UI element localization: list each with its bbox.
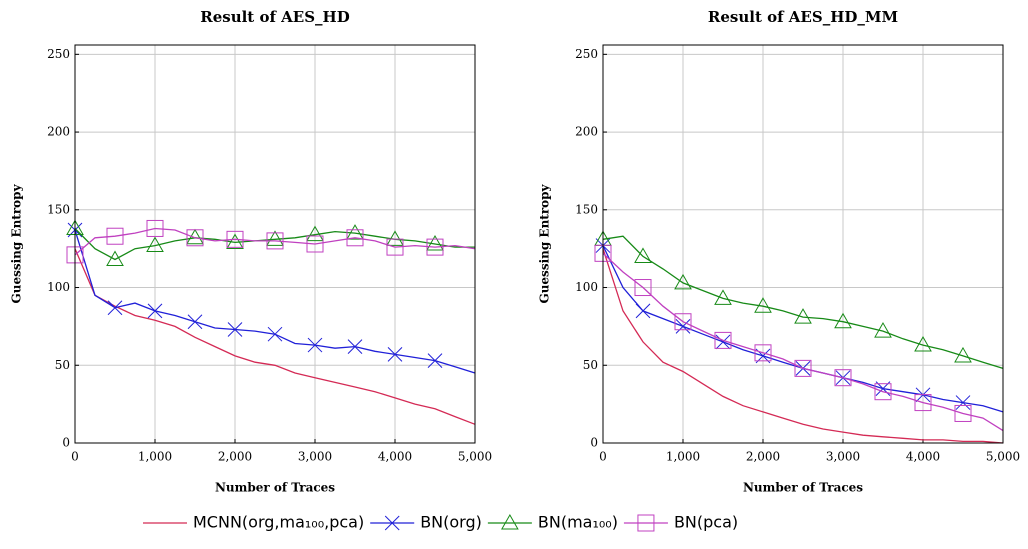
x-tick-label: 2,000 bbox=[218, 450, 252, 464]
marker-triangle bbox=[634, 247, 652, 263]
marker-x bbox=[307, 337, 323, 353]
marker-triangle bbox=[106, 250, 124, 267]
marker-x bbox=[427, 353, 443, 368]
series-line bbox=[74, 248, 476, 425]
marker-x bbox=[347, 339, 363, 354]
marker-square bbox=[226, 230, 244, 248]
y-tick-label: 100 bbox=[47, 280, 70, 294]
series-line bbox=[602, 248, 1004, 444]
series-line bbox=[74, 228, 475, 261]
marker-square bbox=[874, 383, 892, 401]
x-tick-label: 1,000 bbox=[138, 450, 172, 464]
series-line bbox=[74, 227, 476, 256]
marker-square bbox=[186, 229, 204, 247]
marker-square bbox=[674, 313, 692, 331]
y-tick-label: 200 bbox=[47, 125, 70, 139]
series-line bbox=[602, 245, 1004, 413]
x-tick-label: 5,000 bbox=[986, 450, 1020, 464]
marker-square bbox=[794, 359, 812, 377]
chart-title: Result of AES_HD bbox=[200, 8, 349, 26]
marker-square bbox=[834, 369, 852, 387]
legend-marker bbox=[501, 513, 519, 530]
legend-label: BN(org) bbox=[420, 513, 482, 532]
marker-x bbox=[107, 300, 123, 316]
legend-label: BN(pca) bbox=[674, 513, 738, 532]
marker-square bbox=[146, 219, 164, 237]
marker-square bbox=[954, 404, 972, 422]
y-tick-label: 100 bbox=[575, 280, 598, 294]
marker-triangle bbox=[426, 234, 444, 251]
marker-x bbox=[187, 314, 203, 330]
marker-triangle bbox=[874, 322, 892, 338]
y-tick-label: 150 bbox=[575, 202, 598, 216]
marker-triangle bbox=[186, 228, 204, 245]
series-line bbox=[602, 252, 1004, 432]
marker-x bbox=[147, 303, 163, 319]
x-tick-label: 3,000 bbox=[826, 450, 860, 464]
x-tick-label: 4,000 bbox=[378, 450, 412, 464]
y-tick-label: 0 bbox=[62, 436, 70, 450]
y-tick-label: 200 bbox=[575, 125, 598, 139]
marker-triangle bbox=[386, 230, 404, 246]
y-axis-label: Guessing Entropy bbox=[10, 183, 24, 303]
marker-square bbox=[266, 232, 284, 250]
marker-square bbox=[346, 229, 364, 247]
x-tick-label: 5,000 bbox=[458, 450, 492, 464]
marker-x bbox=[715, 334, 731, 350]
plot-frame bbox=[74, 44, 476, 444]
y-tick-label: 50 bbox=[55, 358, 70, 372]
marker-x bbox=[955, 395, 971, 410]
y-axis-label: Guessing Entropy bbox=[538, 183, 552, 303]
y-tick-label: 50 bbox=[583, 358, 598, 372]
x-tick-label: 1,000 bbox=[666, 450, 700, 464]
marker-x bbox=[675, 319, 691, 334]
x-tick-label: 4,000 bbox=[906, 450, 940, 464]
series-line bbox=[602, 235, 1004, 370]
marker-triangle bbox=[306, 225, 324, 242]
marker-triangle bbox=[794, 308, 812, 324]
x-tick-label: 3,000 bbox=[298, 450, 332, 464]
marker-triangle bbox=[146, 236, 164, 253]
legend-label: MCNN(org,ma₁₀₀,pca) bbox=[193, 513, 364, 532]
legend-label: BN(ma₁₀₀) bbox=[538, 513, 618, 532]
legend-marker bbox=[384, 515, 400, 531]
marker-square bbox=[914, 394, 932, 412]
marker-triangle bbox=[954, 346, 972, 363]
marker-triangle bbox=[226, 233, 244, 249]
legend-marker bbox=[637, 514, 655, 532]
marker-triangle bbox=[346, 224, 364, 240]
plot-frame bbox=[602, 44, 1004, 444]
series-line bbox=[74, 229, 476, 374]
marker-x bbox=[635, 303, 651, 319]
marker-square bbox=[634, 279, 652, 297]
marker-triangle bbox=[714, 289, 732, 305]
marker-square bbox=[106, 227, 124, 245]
y-tick-label: 250 bbox=[47, 47, 70, 61]
marker-square bbox=[426, 238, 444, 256]
y-tick-label: 250 bbox=[575, 47, 598, 61]
marker-x bbox=[267, 326, 283, 342]
marker-triangle bbox=[266, 230, 284, 246]
marker-triangle bbox=[754, 297, 772, 313]
x-axis-label: Number of Traces bbox=[743, 481, 863, 495]
x-tick-label: 0 bbox=[599, 450, 607, 464]
marker-square bbox=[714, 331, 732, 349]
marker-square bbox=[754, 344, 772, 362]
y-tick-label: 0 bbox=[590, 436, 598, 450]
marker-triangle bbox=[834, 312, 852, 329]
y-tick-label: 150 bbox=[47, 202, 70, 216]
chart-title: Result of AES_HD_MM bbox=[708, 8, 898, 26]
marker-square bbox=[386, 238, 404, 256]
x-axis-label: Number of Traces bbox=[215, 481, 335, 495]
marker-x bbox=[227, 322, 243, 337]
marker-x bbox=[387, 347, 403, 362]
marker-square bbox=[306, 235, 324, 253]
marker-triangle bbox=[914, 336, 932, 352]
x-tick-label: 0 bbox=[71, 450, 79, 464]
x-tick-label: 2,000 bbox=[746, 450, 780, 464]
marker-triangle bbox=[674, 273, 692, 290]
